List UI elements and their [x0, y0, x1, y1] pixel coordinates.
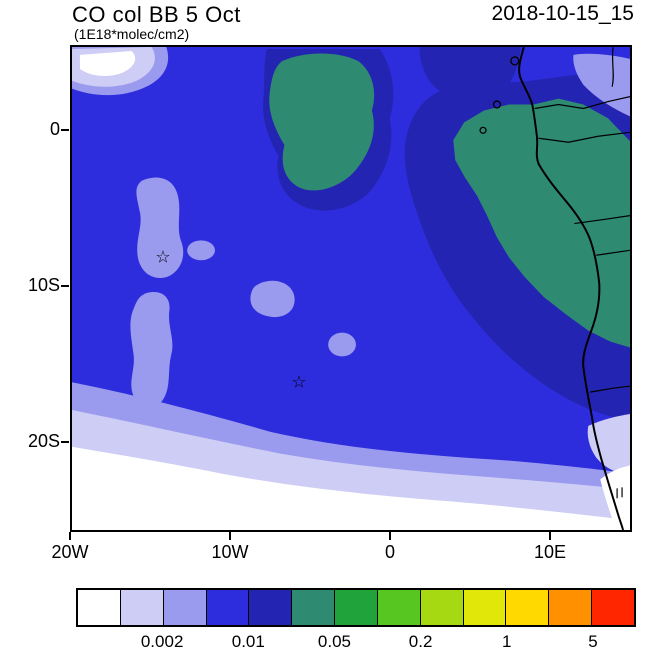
colorbar-cell [419, 590, 463, 625]
x-axis-tick [389, 532, 391, 540]
colorbar-cell [462, 590, 506, 625]
country-borders [534, 47, 630, 499]
colorbar-cell [548, 590, 592, 625]
gulf-islands [479, 56, 520, 134]
plot-datetime: 2018-10-15_15 [491, 2, 634, 25]
colorbar-cell [162, 590, 206, 625]
plot-units: (1E18*molec/cm2) [74, 26, 190, 42]
topleft-patch-white [79, 50, 136, 77]
colorbar-cell [119, 590, 163, 625]
colorbar-tick-label: 5 [588, 632, 598, 651]
colorbar-tick-label: 0.002 [140, 632, 184, 651]
green-region-north [269, 53, 375, 191]
coastline-africa [518, 47, 625, 530]
x-axis-tick-label: 10E [533, 542, 567, 562]
x-axis-tick-label: 20W [51, 542, 89, 562]
colorbar-tick-label: 0.05 [317, 632, 351, 651]
west-streak-1 [136, 177, 184, 278]
colorbar-tick-label: 0.2 [408, 632, 433, 651]
center-patch [250, 280, 295, 318]
x-axis-tick-label: 10W [211, 542, 249, 562]
x-axis-tick [69, 532, 71, 540]
y-axis-tick-label: 10S [27, 275, 60, 296]
colorbar-cell [205, 590, 249, 625]
plot-title: CO col BB 5 Oct [72, 2, 241, 27]
y-axis-tick-label: 20S [27, 431, 60, 451]
map-figure [72, 47, 630, 530]
green-region-east [453, 98, 630, 348]
center-dot [328, 332, 356, 357]
colorbar-cell [376, 590, 420, 625]
x-axis-tick [549, 532, 551, 540]
y-axis-tick-label: 0 [49, 119, 60, 140]
colorbar-cell [591, 590, 634, 625]
map-frame [70, 45, 632, 532]
colorbar-cell [78, 590, 120, 625]
colorbar-labels: 0.002 0.01 0.05 0.2 1 5 [76, 632, 636, 654]
west-streak-2 [130, 291, 173, 408]
land-patch-topright [573, 53, 630, 117]
y-axis-tick [61, 441, 69, 443]
y-axis-tick [61, 129, 69, 132]
y-axis-tick [61, 285, 69, 288]
colorbar-cell [505, 590, 549, 625]
land-patch-lavender [587, 413, 630, 476]
colorbar [76, 588, 636, 627]
colorbar-cell [248, 590, 292, 625]
x-axis-tick-label: 0 [384, 542, 396, 562]
west-dot [187, 240, 215, 261]
colorbar-tick-label: 1 [502, 632, 512, 651]
colorbar-cell [334, 590, 377, 625]
colorbar-cell [291, 590, 335, 625]
colorbar-tick-label: 0.01 [231, 632, 265, 651]
south-band-white [72, 446, 630, 530]
x-axis-tick [229, 532, 231, 540]
